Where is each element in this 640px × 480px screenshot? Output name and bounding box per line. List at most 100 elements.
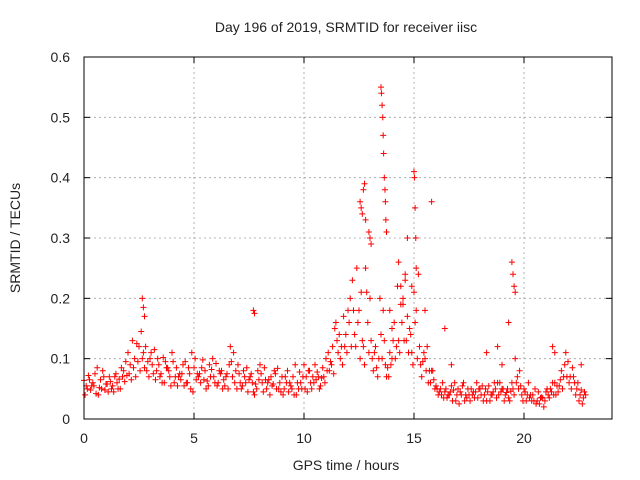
data-points <box>81 84 589 410</box>
data-point <box>386 307 393 314</box>
data-point <box>386 349 393 356</box>
data-point <box>246 376 252 383</box>
data-point <box>287 382 294 389</box>
data-point <box>225 385 232 392</box>
data-point <box>216 367 223 374</box>
data-point <box>367 295 373 302</box>
data-point <box>367 235 373 241</box>
data-point <box>525 379 532 386</box>
data-point <box>365 349 372 356</box>
data-point <box>343 349 350 356</box>
data-point <box>568 385 575 392</box>
data-point <box>230 349 237 356</box>
data-point <box>220 376 227 383</box>
data-point <box>214 382 221 389</box>
data-point <box>228 358 235 365</box>
data-point <box>415 271 422 278</box>
data-point <box>138 328 145 335</box>
data-point <box>422 307 428 314</box>
data-point <box>447 388 454 395</box>
data-point <box>262 376 269 383</box>
data-point <box>284 367 291 374</box>
data-point <box>253 385 260 392</box>
data-point <box>373 364 380 371</box>
data-point <box>570 373 577 380</box>
data-point <box>436 388 443 395</box>
data-point <box>119 373 126 380</box>
data-point <box>331 325 338 332</box>
data-point <box>463 394 470 401</box>
data-point <box>510 385 516 392</box>
data-point <box>145 373 152 380</box>
data-point <box>340 313 347 320</box>
data-point <box>479 382 486 389</box>
data-point <box>485 382 492 389</box>
data-point <box>361 180 368 187</box>
data-point <box>430 376 437 383</box>
data-point <box>538 394 545 401</box>
data-point <box>191 364 197 371</box>
data-point <box>82 391 89 398</box>
data-point <box>337 355 344 362</box>
data-point <box>330 370 337 377</box>
data-point <box>199 356 206 363</box>
data-point <box>172 373 179 380</box>
data-point <box>404 235 411 241</box>
data-point <box>272 370 279 377</box>
data-point <box>107 378 114 385</box>
data-point <box>513 379 520 386</box>
data-point <box>413 265 420 272</box>
data-point <box>563 373 570 380</box>
data-point <box>116 376 123 383</box>
data-point <box>209 355 216 362</box>
x-tick-label: 10 <box>296 430 312 446</box>
data-point <box>363 289 370 296</box>
data-point <box>151 346 158 353</box>
data-point <box>422 355 428 362</box>
data-point <box>448 382 455 389</box>
data-point <box>152 376 159 383</box>
data-point <box>397 283 404 290</box>
data-point <box>551 349 558 356</box>
data-point <box>85 372 92 379</box>
data-point <box>251 391 258 398</box>
data-point <box>247 373 254 380</box>
data-point <box>532 385 538 392</box>
data-point <box>317 382 324 389</box>
data-point <box>582 391 589 398</box>
data-point <box>292 361 299 368</box>
data-point <box>198 364 205 371</box>
x-tick-label: 15 <box>406 430 422 446</box>
data-point <box>528 397 535 404</box>
data-point <box>380 307 387 314</box>
x-tick-label: 20 <box>516 430 532 446</box>
data-point <box>88 382 95 389</box>
data-point <box>258 370 265 377</box>
data-point <box>137 367 144 374</box>
data-point <box>473 379 480 386</box>
data-point <box>460 379 467 386</box>
data-point <box>167 382 174 389</box>
data-point <box>182 358 189 365</box>
data-point <box>451 379 458 386</box>
data-point <box>93 390 100 397</box>
data-point <box>302 385 309 392</box>
data-point <box>364 319 371 326</box>
data-point <box>475 385 482 392</box>
data-point <box>405 349 412 356</box>
data-point <box>483 349 490 356</box>
data-point <box>222 373 229 380</box>
data-point <box>166 373 173 380</box>
data-point <box>376 295 383 302</box>
data-point <box>133 340 140 347</box>
data-point <box>471 394 478 401</box>
data-point <box>411 289 417 296</box>
data-point <box>301 361 307 368</box>
data-point <box>578 361 585 368</box>
data-point <box>381 337 388 344</box>
data-point <box>192 355 199 362</box>
data-point <box>250 388 257 395</box>
data-point <box>229 373 236 380</box>
data-point <box>315 373 322 380</box>
